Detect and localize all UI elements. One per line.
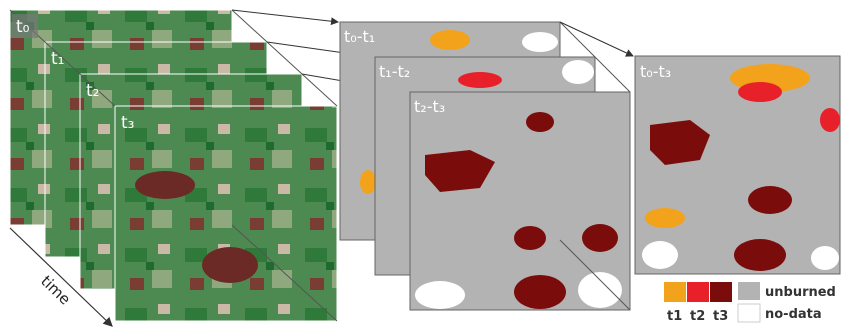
legend-swatch — [664, 282, 686, 302]
image — [115, 106, 337, 321]
map-label: t₀-t₁ — [344, 27, 375, 46]
legend-label: no-data — [765, 307, 822, 322]
legend-label: t1 — [667, 309, 682, 324]
diagram: time t₀ t₁ t₂ t₃ — [0, 0, 856, 331]
legend-swatch — [710, 282, 732, 302]
legend: t1 t2 t3 unburned no-data — [664, 282, 836, 324]
legend-label: t2 — [690, 309, 705, 324]
map-label: t₀-t₃ — [640, 62, 671, 81]
legend-label: unburned — [765, 285, 836, 300]
map-label: t₂-t₃ — [414, 97, 445, 116]
time-label: t₂ — [86, 81, 99, 101]
map-label: t₁-t₂ — [379, 62, 410, 81]
time-label: t₀ — [16, 17, 30, 37]
change-maps: t₀-t₁ t₁-t₂ t₂-t₃ — [340, 22, 630, 310]
burn-patch — [135, 171, 195, 199]
legend-swatch — [687, 282, 709, 302]
legend-label: t3 — [713, 309, 728, 324]
burn-patch — [202, 247, 258, 283]
legend-swatch — [738, 282, 760, 300]
total-map: t₀-t₃ — [635, 56, 840, 274]
time-label: t₃ — [121, 113, 134, 133]
time-label: t₁ — [51, 49, 64, 69]
time-label: time — [37, 272, 74, 308]
change-map — [635, 56, 840, 274]
legend-swatch — [738, 304, 760, 322]
